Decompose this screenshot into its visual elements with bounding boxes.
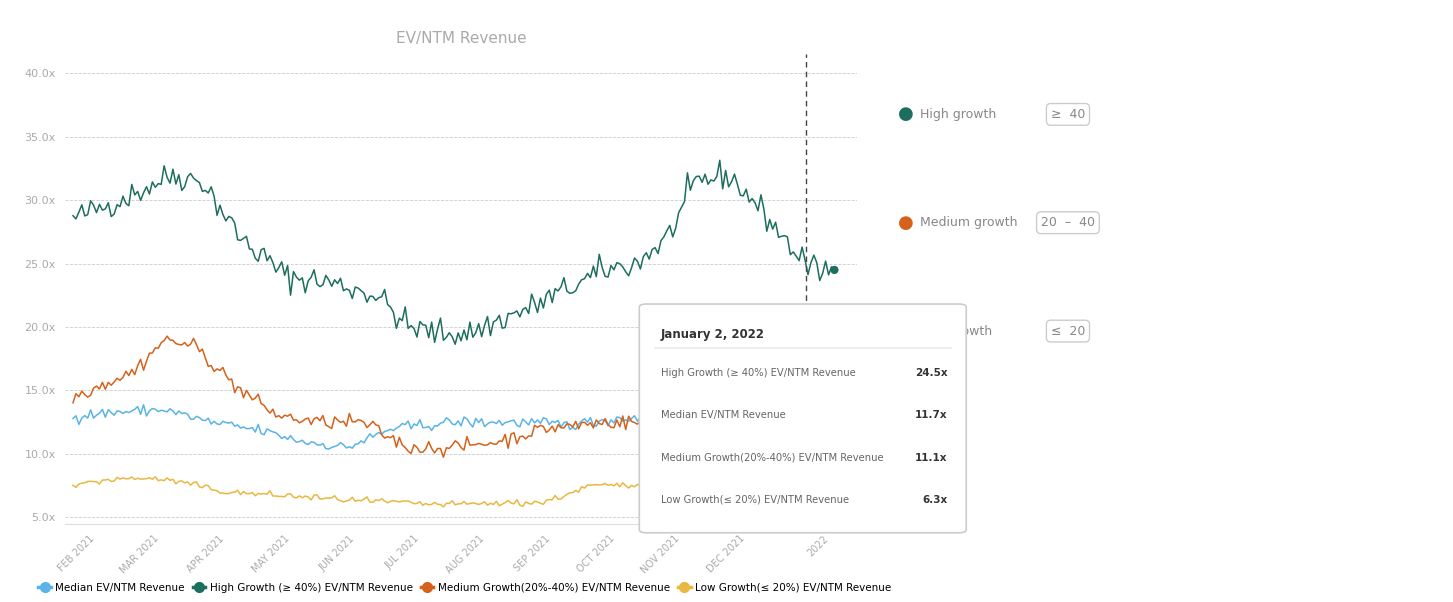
Text: High growth: High growth bbox=[920, 108, 995, 121]
Legend: Median EV/NTM Revenue, High Growth (≥ 40%) EV/NTM Revenue, Medium Growth(20%-40%: Median EV/NTM Revenue, High Growth (≥ 40… bbox=[35, 579, 895, 597]
Text: 6.3x: 6.3x bbox=[923, 495, 947, 504]
Point bbox=[822, 496, 846, 506]
Point bbox=[822, 265, 846, 275]
Text: 11.1x: 11.1x bbox=[915, 453, 947, 462]
Point bbox=[822, 427, 846, 437]
Text: 11.7x: 11.7x bbox=[915, 411, 947, 420]
Text: Low Growth(≤ 20%) EV/NTM Revenue: Low Growth(≤ 20%) EV/NTM Revenue bbox=[661, 495, 849, 504]
Text: Median EV/NTM Revenue: Median EV/NTM Revenue bbox=[661, 411, 786, 420]
Text: ≤  20: ≤ 20 bbox=[1051, 324, 1085, 338]
Text: 20  –  40: 20 – 40 bbox=[1040, 216, 1096, 229]
Text: High Growth (≥ 40%) EV/NTM Revenue: High Growth (≥ 40%) EV/NTM Revenue bbox=[661, 368, 856, 378]
Text: ●: ● bbox=[898, 105, 914, 123]
Text: Medium growth: Medium growth bbox=[920, 216, 1017, 229]
Text: Low growth: Low growth bbox=[920, 324, 992, 338]
Text: ●: ● bbox=[898, 214, 914, 232]
Text: ≥  40: ≥ 40 bbox=[1051, 108, 1085, 121]
Text: Medium Growth(20%-40%) EV/NTM Revenue: Medium Growth(20%-40%) EV/NTM Revenue bbox=[661, 453, 883, 462]
Text: 24.5x: 24.5x bbox=[915, 368, 947, 378]
Text: ●: ● bbox=[898, 322, 914, 340]
Text: January 2, 2022: January 2, 2022 bbox=[661, 327, 766, 341]
Title: EV/NTM Revenue: EV/NTM Revenue bbox=[397, 31, 526, 46]
Point bbox=[822, 435, 846, 445]
